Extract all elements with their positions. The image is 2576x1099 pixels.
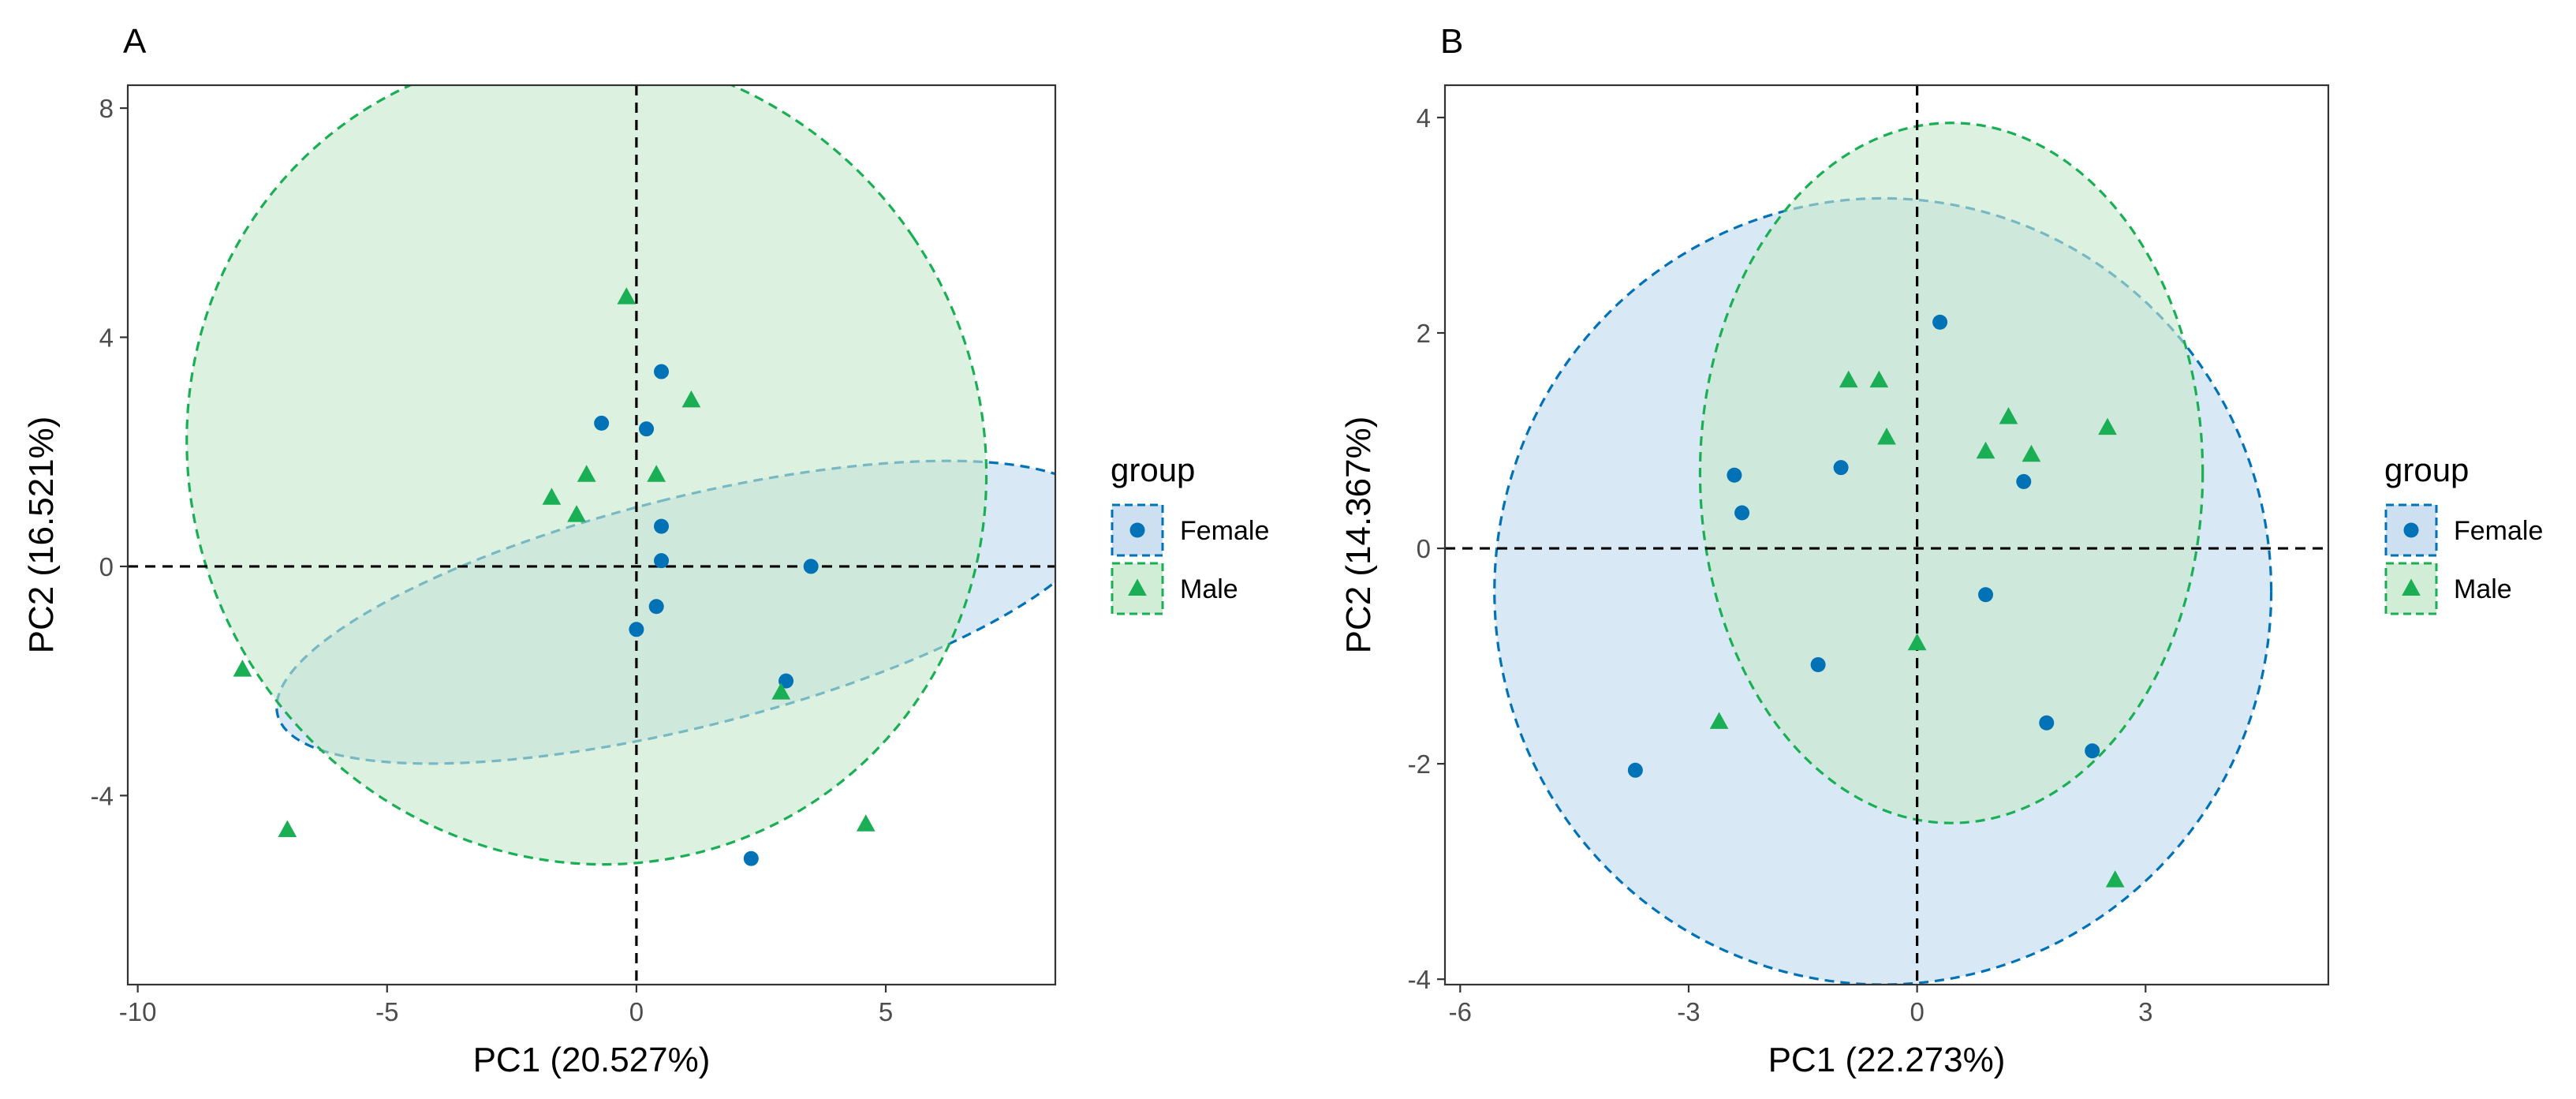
legend-label-female: Female (2454, 516, 2543, 546)
point-female (2039, 715, 2055, 731)
point-male (1999, 407, 2018, 424)
y-tick-label: 4 (1417, 103, 1431, 133)
point-female (1810, 657, 1826, 673)
point-female (1978, 587, 1994, 603)
x-tick-label: 0 (629, 997, 644, 1026)
y-tick-label: 0 (1417, 534, 1431, 563)
point-male (2105, 870, 2125, 888)
legend-label-male: Male (2454, 574, 2512, 604)
point-female (1734, 505, 1750, 521)
legend-marker-male (1128, 578, 1147, 596)
point-female (1932, 314, 1948, 330)
point-female (654, 364, 670, 379)
x-tick-label: 3 (2138, 997, 2152, 1026)
point-female (743, 850, 759, 866)
legend-title: group (1111, 451, 1195, 488)
panel-b: -6 -3 0 3 -4 -2 0 2 4 PC1 (22.273%) PC2 (14.367%) B… (1339, 22, 2543, 1079)
point-female (594, 415, 610, 431)
point-male (2022, 444, 2041, 462)
point-male (617, 287, 637, 305)
legend-label-female: Female (1180, 516, 1269, 546)
point-female (648, 599, 664, 615)
legend-marker-male (2402, 578, 2421, 596)
point-male (856, 814, 875, 832)
point-female (1833, 460, 1849, 476)
y-tick-label: -4 (1408, 965, 1431, 994)
y-axis-title: PC2 (16.521%) (22, 417, 61, 654)
y-tick-label: -4 (91, 781, 114, 810)
point-male (577, 465, 596, 482)
point-male (567, 505, 586, 522)
point-male (278, 820, 297, 837)
point-male (681, 390, 701, 408)
point-male (542, 488, 562, 505)
x-tick-label: -10 (119, 997, 157, 1026)
plot-region (1445, 85, 2328, 985)
point-male (771, 682, 791, 700)
point-female (639, 421, 655, 437)
x-axis-title: PC1 (22.273%) (1768, 1041, 2006, 1079)
point-female (778, 673, 794, 689)
plot-border (126, 84, 1057, 986)
point-female (654, 518, 670, 534)
x-tick-label: -3 (1677, 997, 1700, 1026)
y-tick-label: 2 (1417, 319, 1431, 348)
point-male (1839, 370, 1858, 388)
point-female (2016, 473, 2032, 489)
y-tick-label: 8 (99, 94, 114, 123)
legend: group Female Male (2384, 451, 2543, 615)
legend: group Female Male (1111, 451, 1269, 615)
point-male (1907, 633, 1927, 651)
point-female (654, 553, 670, 569)
point-female (803, 559, 819, 574)
point-male (2098, 417, 2117, 435)
legend-marker-female (1129, 522, 1145, 538)
point-female (2085, 743, 2100, 759)
x-axis-title: PC1 (20.527%) (473, 1041, 711, 1079)
legend-label-male: Male (1180, 574, 1238, 604)
confidence-ellipse-male (185, 85, 988, 866)
y-tick-label: -2 (1408, 749, 1431, 779)
confidence-ellipse-male (1698, 121, 2205, 824)
point-female (629, 622, 644, 637)
panel-label: B (1440, 22, 1463, 61)
x-tick-label: -5 (375, 997, 398, 1026)
legend-marker-female (2403, 522, 2419, 538)
x-tick-label: -6 (1449, 997, 1472, 1026)
point-male (1976, 441, 1995, 459)
point-male (1709, 712, 1729, 729)
panel-label: A (123, 22, 147, 61)
point-male (233, 660, 252, 677)
x-tick-label: 5 (879, 997, 893, 1026)
plot-border (1443, 84, 2330, 986)
y-tick-label: 4 (99, 323, 114, 352)
y-axis-title: PC2 (14.367%) (1339, 417, 1378, 654)
point-male (1869, 370, 1889, 388)
panel-a: -10 -5 0 5 -4 0 4 8 PC1 (20.527%) PC2 (16.521%) Ag… (22, 22, 1269, 1079)
point-female (1627, 762, 1643, 778)
point-female (1727, 467, 1742, 483)
legend-title: group (2384, 451, 2469, 488)
plot-region (128, 85, 1055, 985)
point-male (1877, 427, 1896, 445)
y-tick-label: 0 (99, 552, 114, 581)
point-male (647, 465, 666, 482)
x-tick-label: 0 (1910, 997, 1924, 1026)
